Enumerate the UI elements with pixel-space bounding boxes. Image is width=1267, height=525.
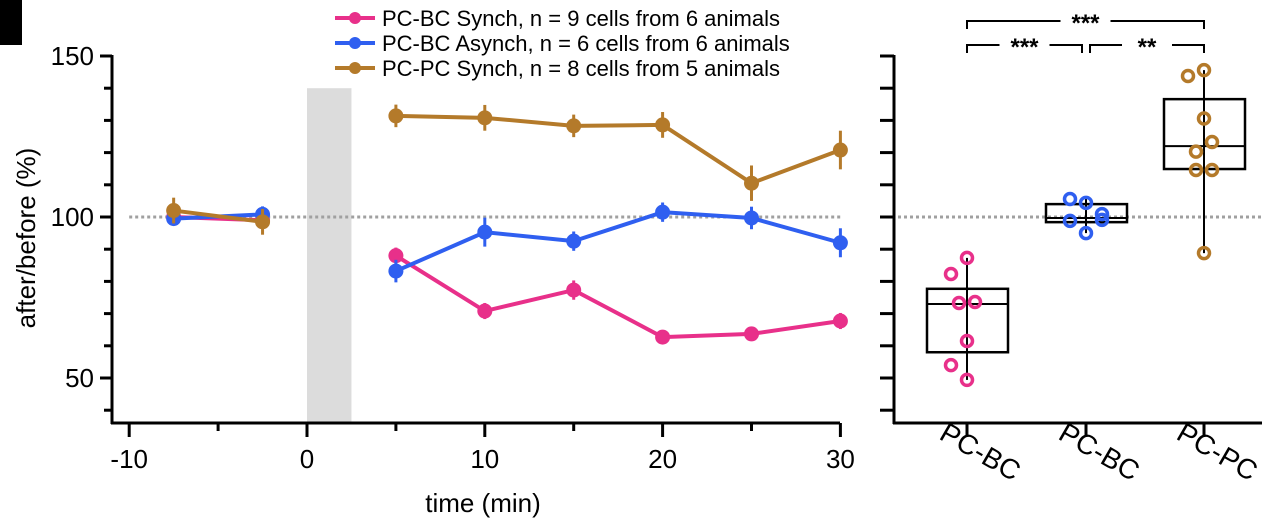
data-point [943,266,959,282]
x-tick-label: PC-BC [935,417,1026,487]
data-point [1188,162,1204,178]
y-tick-label: 150 [51,41,94,71]
series-pc_pc_synch [166,104,848,235]
series-pc_bc_asynch [166,202,848,283]
legend: PC-BC Synch, n = 9 cells from 6 animalsP… [335,6,790,81]
data-point [1196,245,1212,261]
data-point [1062,191,1078,207]
y-tick-label: 50 [65,363,94,393]
data-point [1204,162,1220,178]
series-line [395,210,841,273]
data-point [477,303,493,319]
data-point [1196,111,1212,126]
data-point [959,372,975,388]
series-line [394,253,841,340]
data-point [655,329,671,345]
legend-marker [349,37,361,49]
data-point [967,294,983,310]
data-point [1094,206,1110,222]
data-point [1078,195,1094,211]
significance-label: ** [1138,34,1157,61]
data-point [655,117,671,133]
data-point [566,118,582,134]
legend-label: PC-BC Synch, n = 9 cells from 6 animals [382,6,780,31]
x-tick-label: 0 [300,444,314,474]
significance-bracket [1049,44,1083,53]
data-point [477,110,493,126]
data-point [388,248,404,264]
data-point [566,282,582,298]
data-point [1078,225,1094,241]
data-point [1196,62,1212,78]
box-plot-chart: PC-BC PC-BC PC-PC****** ** [880,10,1263,487]
data-point [744,175,759,191]
data-point [655,204,671,220]
time-course-chart: 50 100 150 -10 0 10 20 30 [51,41,855,474]
series-line [395,113,842,186]
legend-marker [349,12,361,24]
legend-label: PC-BC Asynch, n = 6 cells from 6 animals [382,31,790,56]
data-point [566,233,582,249]
y-axis-label: after/before (%) [11,148,41,329]
data-point [477,224,493,240]
x-tick-label: 10 [470,444,499,474]
significance-bracket [1089,44,1122,53]
significance-bracket [966,44,1000,53]
series-line [173,208,263,224]
data-point [744,326,759,342]
data-point [166,203,182,219]
data-point [959,333,975,349]
box [925,287,1010,354]
data-point [1094,212,1110,228]
data-point [388,263,404,279]
x-tick-label: 20 [648,444,677,474]
data-point [1204,134,1220,150]
stimulation-bar [307,88,352,423]
box [1162,97,1247,171]
significance-label: *** [1071,10,1100,37]
data-point [832,313,848,329]
x-tick-label: PC-PC [1172,417,1263,487]
significance-bracket [1110,20,1205,29]
significance-bracket [1172,44,1205,53]
data-point [1062,213,1078,229]
x-tick-label: PC-BC [1054,417,1145,487]
significance-bracket [966,20,1061,29]
data-point [1188,144,1204,159]
data-point [744,210,759,226]
data-point [388,108,404,124]
data-point [832,235,848,251]
data-point [951,295,967,311]
x-tick-label: -10 [110,444,148,474]
data-point [1180,68,1196,84]
data-point [943,357,959,373]
y-tick-label: 100 [51,202,94,232]
panel-label-redaction [0,0,22,45]
legend-label: PC-PC Synch, n = 8 cells from 5 animals [382,56,780,81]
data-point [832,142,848,158]
data-point [959,250,975,266]
x-axis-label: time (min) [425,488,541,518]
x-tick-label: 30 [826,444,855,474]
significance-label: *** [1010,34,1039,61]
box [1044,202,1129,224]
series-pc_bc_synch [166,209,848,345]
data-point [255,214,271,230]
legend-marker [349,62,361,74]
